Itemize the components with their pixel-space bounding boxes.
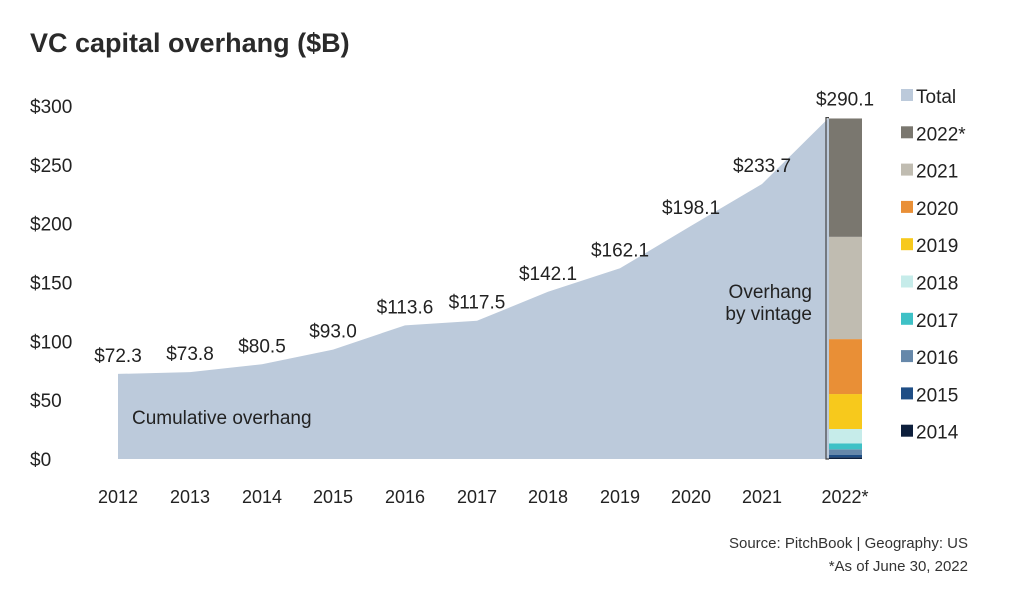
area-annotation: Cumulative overhang (132, 408, 312, 429)
legend-label: 2016 (916, 348, 958, 369)
data-label: $73.8 (166, 344, 214, 365)
legend-swatch (901, 89, 913, 101)
bar-segment-2016 (829, 449, 862, 455)
x-tick-label: 2021 (742, 487, 782, 507)
y-tick-label: $50 (30, 391, 62, 412)
bar-annotation: Overhang (729, 282, 812, 303)
bar-segment-2018 (829, 428, 862, 444)
legend-label: 2018 (916, 274, 958, 295)
data-label: $72.3 (94, 346, 142, 367)
source-note: Source: PitchBook | Geography: US (728, 535, 968, 552)
legend-swatch (901, 238, 913, 251)
legend-swatch (901, 312, 913, 325)
bar-segment-2017 (829, 443, 862, 450)
y-tick-label: $200 (30, 215, 72, 236)
x-tick-label: 2019 (600, 487, 640, 507)
legend-swatch (901, 350, 913, 363)
bar-segment-2014 (829, 457, 862, 459)
bar-segment-2019 (829, 394, 862, 429)
data-label: $290.1 (816, 90, 874, 111)
x-tick-label: 2013 (170, 487, 210, 507)
legend-label: Total (916, 87, 956, 108)
data-label: $113.6 (377, 297, 434, 318)
x-tick-label: 2014 (242, 487, 282, 507)
legend-label: 2019 (916, 236, 958, 257)
bracket (825, 117, 829, 460)
bar-segment-2021 (829, 236, 862, 340)
legend-label: 2017 (916, 311, 958, 332)
bar-segment-2020 (829, 339, 862, 395)
x-tick-label: 2016 (385, 487, 425, 507)
footnote: *As of June 30, 2022 (828, 558, 968, 575)
x-tick-label: 2022* (821, 487, 868, 507)
area-total (118, 117, 829, 460)
x-tick-label: 2020 (671, 487, 711, 507)
legend-label: 2020 (916, 199, 958, 220)
legend-label: 2022* (916, 124, 966, 145)
legend-label: 2015 (916, 385, 958, 406)
bar-segment-2015 (829, 454, 862, 458)
legend-swatch (901, 387, 913, 400)
y-tick-label: $300 (30, 97, 72, 118)
legend-swatch (901, 275, 913, 288)
legend-swatch (901, 126, 913, 139)
chart-title: VC capital overhang ($B) (30, 28, 350, 58)
data-label: $233.7 (733, 156, 791, 177)
x-tick-label: 2018 (528, 487, 568, 507)
legend-swatch (901, 200, 913, 213)
data-label: $117.5 (449, 293, 506, 314)
bar-segment-2022 (829, 118, 862, 237)
bar-annotation: by vintage (725, 304, 812, 325)
y-tick-label: $100 (30, 332, 72, 353)
y-tick-label: $0 (30, 450, 51, 471)
y-tick-label: $150 (30, 274, 72, 295)
y-tick-label: $250 (30, 156, 72, 177)
legend-label: 2014 (916, 423, 959, 444)
data-label: $80.5 (238, 336, 286, 357)
data-label: $93.0 (309, 322, 357, 343)
data-label: $198.1 (662, 198, 720, 219)
data-label: $142.1 (519, 264, 577, 285)
x-tick-label: 2015 (313, 487, 353, 507)
legend-swatch (901, 163, 913, 176)
data-label: $162.1 (591, 240, 649, 261)
x-tick-label: 2012 (98, 487, 138, 507)
x-tick-label: 2017 (457, 487, 497, 507)
legend-label: 2021 (916, 162, 958, 183)
legend-swatch (901, 424, 913, 437)
